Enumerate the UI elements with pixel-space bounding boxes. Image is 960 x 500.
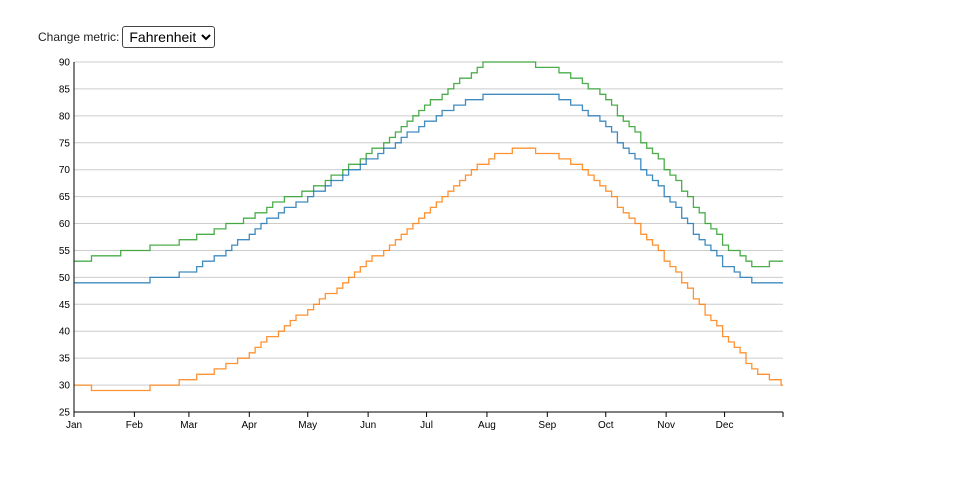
- x-tick-label-jun: Jun: [360, 420, 376, 431]
- series-line-1: [74, 61, 783, 268]
- y-tick-label-45: 45: [59, 300, 71, 311]
- y-tick-label-80: 80: [59, 111, 71, 122]
- y-tick-label-70: 70: [59, 165, 71, 176]
- grid-lines: [74, 61, 783, 413]
- x-tick-label-nov: Nov: [657, 420, 675, 431]
- x-tick-label-jan: Jan: [66, 420, 82, 431]
- x-tick-label-feb: Feb: [126, 420, 144, 431]
- metric-label: Change metric:: [38, 30, 120, 44]
- x-tick-label-aug: Aug: [478, 420, 496, 431]
- x-tick-label-jul: Jul: [420, 420, 433, 431]
- metric-select[interactable]: Fahrenheit: [122, 26, 216, 48]
- series-line-3: [74, 147, 783, 392]
- y-tick-label-35: 35: [59, 354, 71, 365]
- x-axis: Jan Feb Mar Apr May Jun Jul Aug Sep Oct Nov Dec: [66, 411, 784, 431]
- y-tick-label-75: 75: [59, 138, 71, 149]
- x-tick-label-dec: Dec: [716, 420, 734, 431]
- y-tick-label-60: 60: [59, 219, 71, 230]
- x-tick-label-apr: Apr: [242, 420, 258, 431]
- x-tick-label-sep: Sep: [538, 420, 556, 431]
- y-tick-label-65: 65: [59, 192, 71, 203]
- y-tick-label-90: 90: [59, 58, 71, 69]
- y-axis: 25 30 35 40 45 50 55 60 65 70 75 80 85 90: [59, 58, 75, 419]
- y-tick-label-50: 50: [59, 273, 71, 284]
- y-tick-label-30: 30: [59, 381, 71, 392]
- y-tick-label-55: 55: [59, 246, 71, 257]
- x-tick-label-may: May: [298, 420, 317, 431]
- series-line-2: [74, 93, 783, 284]
- series-lines: [74, 61, 783, 392]
- x-tick-label-oct: Oct: [598, 420, 614, 431]
- y-tick-label-40: 40: [59, 327, 71, 338]
- metric-control: Change metric: Fahrenheit: [38, 26, 216, 48]
- y-tick-label-85: 85: [59, 84, 71, 95]
- x-tick-label-mar: Mar: [180, 420, 198, 431]
- y-tick-label-25: 25: [59, 408, 71, 419]
